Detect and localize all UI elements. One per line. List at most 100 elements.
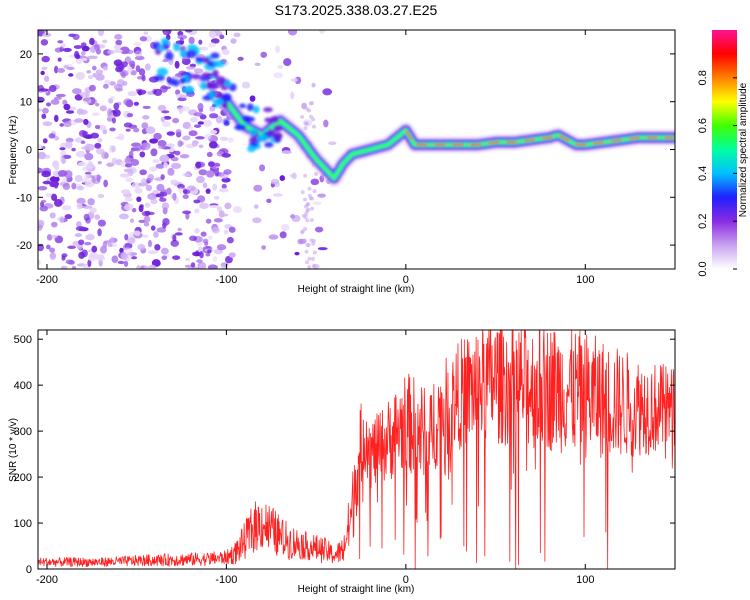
spectrogram-blob [49, 252, 57, 260]
spectrogram-ridge-blob [221, 93, 232, 102]
spectrogram-blob [46, 234, 53, 241]
spectrogram-blob [61, 43, 66, 48]
y-tick-label: 400 [14, 380, 32, 392]
spectrogram-blob [131, 207, 137, 213]
spectrogram-blob [148, 166, 158, 172]
spectrogram-blob [95, 148, 105, 155]
spectrogram-blob [314, 171, 319, 176]
spectrogram-blob [64, 214, 73, 220]
spectrogram-blob [130, 159, 140, 166]
spectrogram-blob [113, 49, 123, 54]
spectrogram-blob [268, 234, 279, 240]
spectrogram-blob [85, 165, 93, 170]
spectrogram-blob [213, 218, 223, 223]
spectrogram-blob [152, 159, 160, 164]
spectrogram-blob [208, 88, 218, 92]
spectrogram-ridge-blob [264, 117, 274, 123]
spectrogram-blob [125, 177, 134, 182]
spectrogram-blob [163, 115, 172, 120]
spectrogram-blob [38, 219, 45, 226]
spectrogram-ridge-blob [187, 44, 197, 52]
spectrogram-blob [228, 226, 236, 233]
y-tick-label: 200 [14, 472, 32, 484]
spectrogram-ridge-blob [215, 75, 226, 85]
spectrogram-ridge-blob [263, 107, 273, 113]
spectrogram-blob [78, 239, 85, 246]
spectrogram-blob [221, 48, 230, 55]
spectrogram-blob [290, 78, 298, 83]
spectrogram-blob [145, 126, 156, 134]
spectrogram-blob [142, 105, 151, 109]
spectrogram-blob [123, 260, 129, 267]
spectrogram-blob [304, 211, 309, 216]
spectrogram-blob [227, 137, 234, 143]
spectrogram-blob [72, 88, 82, 95]
spectrogram-blob [126, 112, 134, 118]
spectrogram-blob [143, 142, 151, 148]
spectrogram-blob [63, 103, 71, 111]
spectrogram-blob [281, 223, 290, 232]
spectrogram-blob [38, 186, 48, 191]
snr-x-ticks: -200 -100 0 100 [36, 330, 594, 586]
spectrogram-blob [205, 188, 211, 194]
spectrogram-blob [118, 133, 125, 141]
spectrogram-blob [127, 237, 136, 244]
spectrogram-blob [198, 108, 204, 113]
spectrogram-blob [84, 174, 91, 180]
spectrogram-blob [40, 39, 49, 46]
spectrogram-blob [157, 139, 167, 148]
spectrogram-blob [223, 169, 232, 175]
spectrogram-blob [261, 245, 267, 250]
spectrogram-blob [130, 256, 138, 260]
spectrogram-blob [310, 206, 315, 211]
spectrogram-blob [124, 157, 131, 164]
spectrogram-blob [117, 260, 125, 265]
spectrogram-blob [195, 161, 202, 169]
spectrogram-blob [147, 173, 155, 181]
spectrogram-blob [73, 118, 84, 123]
spectrogram-blob [303, 173, 308, 178]
spectrogram-blob [137, 89, 143, 96]
spectrogram-blob [133, 101, 140, 106]
spectrogram-blob [144, 35, 153, 43]
spectrogram-blob [159, 85, 168, 93]
spectrogram-ridge-blob [246, 103, 254, 112]
spectrogram-blob [211, 226, 220, 234]
spectrogram-ridge-blob [247, 145, 256, 153]
spectrogram-blob [306, 207, 311, 212]
spectrogram-ridge-blob [245, 116, 256, 123]
spectrogram-blob [113, 59, 123, 67]
spectrogram-blob [310, 256, 315, 261]
spectrogram-blob [179, 154, 190, 159]
spectrogram-blob [44, 75, 50, 82]
spectrogram-blob [44, 154, 51, 159]
colorbar-tick-label: 0.0 [697, 261, 709, 276]
spectrogram-blob [53, 114, 59, 123]
spectrogram-blob [109, 95, 116, 100]
spectrogram-blob [82, 96, 92, 105]
spectrogram-ridge-blob [179, 77, 186, 85]
spectrogram-blob [188, 126, 194, 130]
spectrogram-blob [66, 66, 75, 70]
spectrogram-blob [153, 231, 159, 238]
spectrogram-blob [305, 242, 310, 247]
spectrogram-blob [294, 76, 302, 85]
spectrogram-blob [87, 259, 92, 268]
spectrogram-blob [81, 51, 86, 56]
spectrogram-blob [177, 34, 188, 40]
spectrogram-blob [205, 253, 211, 257]
spectrogram-blob [160, 247, 169, 255]
spectrogram-blob [200, 231, 207, 237]
spectrogram-blob [68, 33, 76, 37]
spectrogram-blob [253, 204, 259, 209]
spectrogram-y-ticks: -20 -10 0 10 20 [16, 49, 675, 252]
spectrogram-blob [60, 265, 68, 269]
spectrogram-blob [74, 174, 83, 183]
spectrogram-blob [208, 161, 215, 167]
spectrogram-blob [151, 259, 161, 267]
colorbar-tick-label: 0.6 [697, 118, 709, 133]
spectrogram-blob [133, 42, 142, 46]
spectrogram-blob [182, 135, 191, 141]
spectrogram-blob [61, 157, 67, 165]
spectrogram-blob [303, 197, 308, 202]
